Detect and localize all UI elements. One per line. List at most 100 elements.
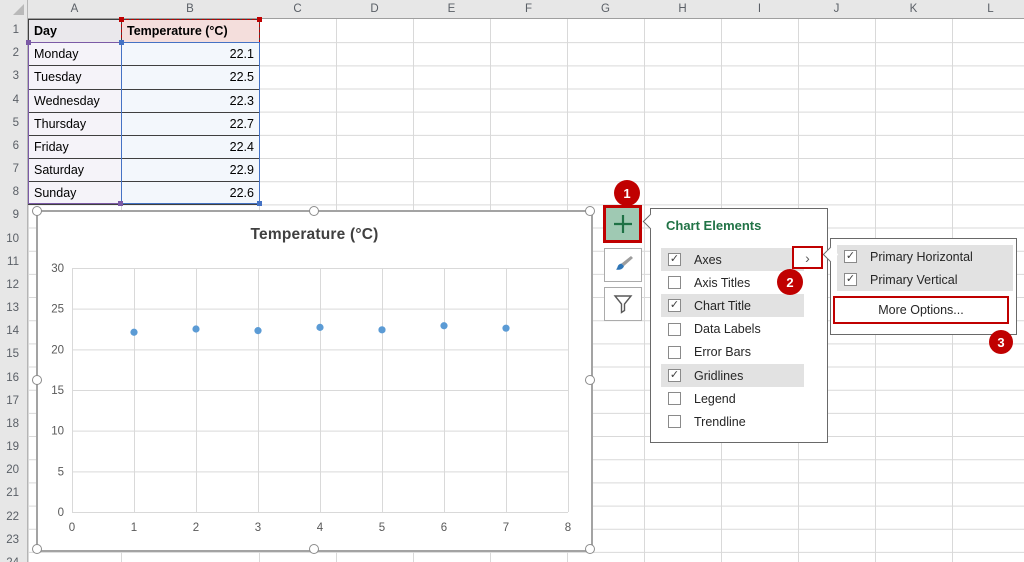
row-header-3[interactable]: 3 [12,70,19,83]
chart-area[interactable]: Temperature (°C) 0 5 10 15 20 25 30 0 1 2 3 4 5 6 7 8 [32,206,595,554]
scatter-data-point[interactable] [316,323,324,331]
row-header-7[interactable]: 7 [12,163,19,176]
spreadsheet-cell[interactable]: Wednesday [28,89,122,113]
row-header-8[interactable]: 8 [12,186,19,199]
select-all-corner[interactable] [0,0,28,19]
row-header-21[interactable]: 21 [6,487,19,500]
row-header-16[interactable]: 16 [6,371,19,384]
row-header-5[interactable]: 5 [12,116,19,129]
spreadsheet-cell[interactable]: Tuesday [28,65,122,90]
spreadsheet-cell[interactable]: Temperature (°C) [121,19,260,43]
chart-element-item-gridlines[interactable]: ✓ Gridlines [661,364,804,387]
spreadsheet-cell[interactable]: Sunday [28,181,122,205]
scatter-data-point[interactable] [378,326,386,334]
scatter-data-point[interactable] [130,328,138,336]
chart-element-item-axis-titles[interactable]: Axis Titles [661,271,804,294]
spreadsheet-cell[interactable]: Monday [28,42,122,66]
chart-resize-handle[interactable] [585,544,595,554]
chart-element-item-error-bars[interactable]: Error Bars [661,341,804,364]
scatter-data-point[interactable] [254,327,262,335]
y-axis-tick-label: 30 [51,263,64,275]
chart-resize-handle[interactable] [585,206,595,216]
row-header-22[interactable]: 22 [6,510,19,523]
axes-submenu-item-primary-horizontal[interactable]: ✓ Primary Horizontal [837,245,1013,268]
checked-checkbox[interactable]: ✓ [668,369,681,382]
row-header-13[interactable]: 13 [6,302,19,315]
row-header-1[interactable]: 1 [12,24,19,36]
spreadsheet-cell[interactable]: Friday [28,135,122,159]
chart-resize-handle[interactable] [585,375,595,385]
row-header-12[interactable]: 12 [6,278,19,291]
spreadsheet-cell[interactable]: Thursday [28,112,122,136]
unchecked-checkbox[interactable] [668,345,681,359]
more-options-menu-item[interactable]: More Options... [878,303,964,317]
chart-resize-handle[interactable] [32,206,42,216]
column-header-g[interactable]: G [601,3,610,15]
chart-styles-button[interactable] [604,248,642,282]
chart-filters-button[interactable] [604,287,642,321]
column-header-c[interactable]: C [293,3,302,15]
column-header-j[interactable]: J [833,3,840,15]
spreadsheet-cell[interactable]: 22.7 [121,112,260,136]
scatter-data-point[interactable] [502,324,510,332]
axes-submenu-arrow-button[interactable]: › [792,246,823,269]
unchecked-checkbox[interactable] [668,392,681,406]
row-header-2[interactable]: 2 [12,47,19,60]
column-header-k[interactable]: K [909,3,918,15]
spreadsheet-cell[interactable]: 22.9 [121,158,260,182]
checked-checkbox[interactable]: ✓ [668,253,681,266]
column-header-l[interactable]: L [987,3,994,15]
checked-checkbox[interactable]: ✓ [844,273,857,286]
spreadsheet-cell[interactable]: Saturday [28,158,122,182]
checked-checkbox[interactable]: ✓ [844,250,857,263]
panel-title: Chart Elements [666,218,762,233]
row-header-6[interactable]: 6 [12,139,19,152]
row-header-19[interactable]: 19 [6,441,19,454]
axes-submenu-item-primary-vertical[interactable]: ✓ Primary Vertical [837,268,1013,291]
unchecked-checkbox[interactable] [668,276,681,290]
chart-resize-handle[interactable] [308,544,319,554]
funnel-icon [613,295,633,314]
chart-element-item-legend[interactable]: Legend [661,387,804,410]
unchecked-checkbox[interactable] [668,415,681,429]
column-header-a[interactable]: A [70,3,79,15]
row-header-14[interactable]: 14 [6,325,19,338]
chart-element-item-axes[interactable]: ✓ Axes [661,248,804,271]
row-header-23[interactable]: 23 [6,533,19,546]
chart-resize-handle[interactable] [32,375,42,385]
column-header-h[interactable]: H [678,3,687,15]
row-header-17[interactable]: 17 [6,394,19,407]
row-header-4[interactable]: 4 [12,93,19,106]
chart-resize-handle[interactable] [308,206,319,216]
chart-elements-button[interactable] [603,205,642,243]
x-axis-tick-label: 5 [379,522,385,534]
column-header-f[interactable]: F [524,3,533,15]
column-header-i[interactable]: I [757,3,762,15]
column-header-d[interactable]: D [370,3,379,15]
row-header-15[interactable]: 15 [6,348,19,361]
chart-element-item-trendline[interactable]: Trendline [661,410,804,433]
scatter-data-point[interactable] [440,322,448,330]
row-header-9[interactable]: 9 [12,209,19,222]
scatter-data-point[interactable] [192,325,200,333]
checked-checkbox[interactable]: ✓ [668,299,681,313]
spreadsheet-cell[interactable]: Day [28,19,122,43]
row-header-10[interactable]: 10 [6,232,19,245]
column-header-e[interactable]: E [447,3,456,15]
chart-resize-handle[interactable] [32,544,42,554]
column-header-b[interactable]: B [186,3,194,15]
chart-element-item-data-labels[interactable]: Data Labels [661,318,804,341]
chevron-right-icon: › [805,249,810,266]
spreadsheet-cell[interactable]: 22.5 [121,65,260,90]
chart-title[interactable]: Temperature (°C) [250,226,379,243]
spreadsheet-cell[interactable]: 22.1 [121,42,260,66]
spreadsheet-cell[interactable]: 22.3 [121,89,260,113]
chart-element-item-chart-title[interactable]: ✓ Chart Title [661,294,804,318]
row-header-18[interactable]: 18 [6,417,19,430]
spreadsheet-cell[interactable]: 22.4 [121,135,260,159]
row-header-24[interactable]: 24 [0,552,26,562]
spreadsheet-cell[interactable]: 22.6 [121,181,260,205]
row-header-11[interactable]: 11 [7,255,19,268]
row-header-20[interactable]: 20 [6,464,19,477]
unchecked-checkbox[interactable] [668,322,681,336]
